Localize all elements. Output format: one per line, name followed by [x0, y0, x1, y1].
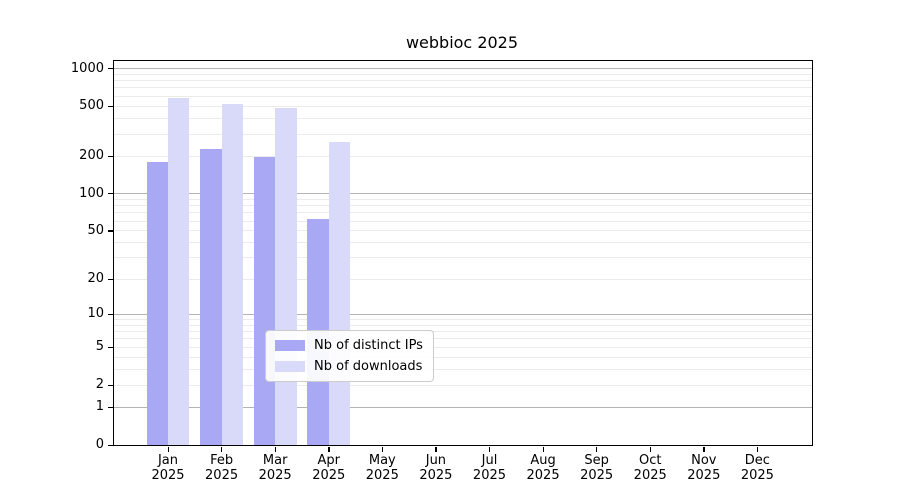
x-tick-mark	[649, 446, 652, 452]
gridline-minor	[114, 346, 812, 348]
legend-swatch-icon	[275, 340, 305, 351]
y-tick-label: 50	[87, 222, 104, 238]
x-tick-label-sep: Sep 2025	[580, 452, 614, 484]
gridline-minor	[114, 155, 812, 157]
gridline-minor	[114, 198, 812, 200]
bar-ips-feb	[200, 148, 222, 445]
gridline-major	[114, 68, 812, 70]
y-tick-label: 5	[95, 339, 104, 355]
x-tick-mark	[328, 446, 330, 452]
gridline-minor	[114, 95, 812, 97]
x-tick-label-jan: Jan 2025	[151, 452, 185, 484]
y-tick-mark	[107, 346, 113, 349]
x-tick-label-dec: Dec 2025	[740, 452, 774, 484]
x-tick-mark	[274, 446, 276, 452]
x-tick-label-oct: Oct 2025	[633, 452, 667, 484]
gridline-minor	[114, 133, 812, 135]
x-tick-mark	[381, 446, 384, 452]
gridline-minor	[114, 230, 812, 232]
x-tick-label-apr: Apr 2025	[312, 452, 346, 484]
y-tick-mark	[107, 444, 113, 446]
x-tick-label-jun: Jun 2025	[419, 452, 453, 484]
y-tick-mark	[107, 68, 113, 70]
x-tick-mark	[167, 446, 169, 452]
bar-downloads-jan	[168, 97, 190, 445]
legend-row-downloads: Nb of downloads	[275, 359, 423, 374]
gridline-minor	[114, 278, 812, 280]
y-tick-label: 20	[87, 271, 104, 287]
y-tick-mark	[107, 230, 113, 232]
bar-downloads-mar	[275, 107, 297, 445]
y-tick-label: 10	[87, 306, 104, 322]
y-tick-label: 500	[79, 98, 104, 114]
gridline-minor	[114, 117, 812, 119]
gridline-minor	[114, 368, 812, 370]
gridline-minor	[114, 257, 812, 259]
x-tick-mark	[221, 446, 223, 452]
bar-ips-mar	[253, 156, 276, 445]
legend-label: Nb of downloads	[314, 359, 423, 374]
gridline-major	[114, 406, 812, 408]
x-tick-mark	[488, 446, 491, 452]
legend-swatch-icon	[275, 361, 305, 372]
x-tick-label-nov: Nov 2025	[687, 452, 721, 484]
gridline-minor	[114, 331, 812, 333]
gridline-minor	[114, 384, 812, 386]
y-tick-label: 1000	[70, 60, 104, 76]
chart-title: webbioc 2025	[405, 33, 519, 52]
gridline-minor	[114, 356, 812, 358]
x-tick-label-jul: Jul 2025	[472, 452, 507, 484]
bar-downloads-feb	[221, 104, 243, 445]
gridline-minor	[114, 324, 812, 326]
gridline-minor	[114, 105, 812, 107]
y-tick-mark	[107, 193, 113, 195]
legend: Nb of distinct IPs Nb of downloads	[265, 330, 434, 382]
x-tick-mark	[596, 446, 598, 452]
gridline-minor	[114, 242, 812, 244]
gridline-minor	[114, 80, 812, 82]
gridline-minor	[114, 205, 812, 207]
y-tick-mark	[107, 105, 113, 108]
gridline-major	[114, 193, 812, 195]
gridline-minor	[114, 220, 812, 222]
x-tick-label-mar: Mar 2025	[258, 452, 292, 484]
plot-area: 0 1 2 5 10 20 50 100 200 500 1000 Jan 2025 Feb 2025 M…	[71, 59, 813, 483]
y-tick-mark	[107, 155, 113, 157]
bar-ips-jan	[146, 161, 168, 445]
gridline-minor	[114, 212, 812, 214]
y-tick-mark	[107, 278, 113, 280]
gridline-minor	[114, 87, 812, 89]
bar-downloads-apr	[328, 141, 351, 445]
y-tick-mark	[107, 384, 113, 386]
x-tick-mark	[703, 446, 705, 452]
x-tick-mark	[435, 446, 437, 452]
x-tick-mark	[542, 446, 544, 452]
y-tick-label: 0	[95, 437, 104, 452]
y-tick-label: 2	[95, 377, 104, 393]
y-tick-label: 200	[79, 148, 104, 164]
x-tick-mark	[756, 446, 759, 452]
y-tick-mark	[107, 406, 113, 409]
y-tick-mark	[107, 313, 113, 316]
y-tick-label: 100	[79, 185, 104, 201]
gridline-minor	[114, 338, 812, 340]
legend-label: Nb of distinct IPs	[314, 338, 423, 353]
x-tick-label-aug: Aug 2025	[526, 452, 560, 484]
legend-row-distinct-ips: Nb of distinct IPs	[275, 338, 423, 353]
gridline-major	[114, 313, 812, 315]
x-tick-label-may: May 2025	[365, 452, 399, 484]
gridline-minor	[114, 319, 812, 321]
y-tick-label: 1	[95, 399, 104, 415]
gridline-minor	[114, 73, 812, 75]
x-tick-label-feb: Feb 2025	[205, 452, 239, 484]
